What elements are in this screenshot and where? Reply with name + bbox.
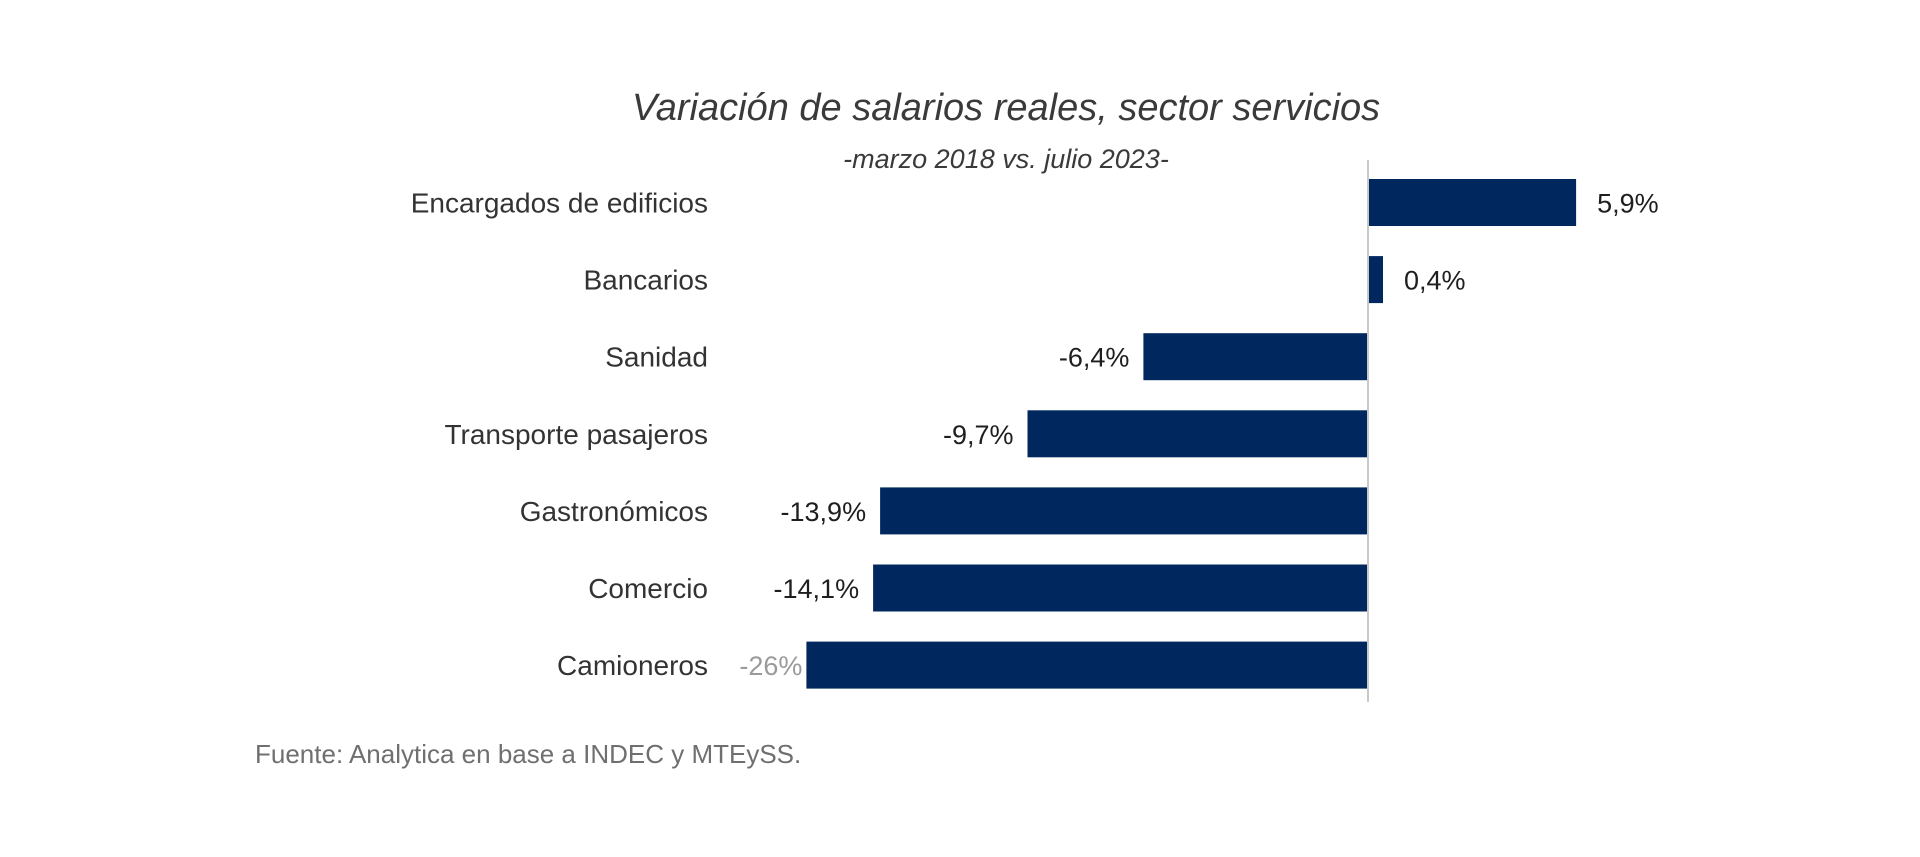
data-label: -26% bbox=[739, 651, 802, 681]
bars-group: Encargados de edificios 5,9% Bancarios 0,4%… bbox=[411, 179, 1659, 689]
bar bbox=[880, 487, 1368, 535]
category-label: Comercio bbox=[588, 573, 708, 604]
category-label: Gastronómicos bbox=[520, 496, 708, 527]
source-note: Fuente: Analytica en base a INDEC y MTEy… bbox=[255, 739, 801, 769]
data-label: -14,1% bbox=[774, 574, 860, 604]
chart-subtitle: -marzo 2018 vs. julio 2023- bbox=[843, 144, 1169, 174]
bar bbox=[873, 564, 1368, 612]
data-label: -13,9% bbox=[781, 497, 867, 527]
category-label: Bancarios bbox=[583, 265, 708, 296]
chart-title: Variación de salarios reales, sector ser… bbox=[632, 87, 1380, 129]
data-label: -9,7% bbox=[943, 420, 1014, 450]
data-label: 5,9% bbox=[1597, 189, 1659, 219]
category-label: Encargados de edificios bbox=[411, 188, 708, 219]
bar bbox=[806, 641, 1368, 689]
category-label: Camioneros bbox=[557, 650, 708, 681]
bar bbox=[1143, 333, 1368, 381]
category-label: Transporte pasajeros bbox=[444, 419, 708, 450]
bar bbox=[1369, 256, 1383, 304]
bar bbox=[1027, 410, 1368, 458]
category-label: Sanidad bbox=[605, 342, 708, 373]
bar bbox=[1369, 179, 1577, 226]
data-label: 0,4% bbox=[1404, 266, 1466, 296]
data-label: -6,4% bbox=[1059, 343, 1130, 373]
